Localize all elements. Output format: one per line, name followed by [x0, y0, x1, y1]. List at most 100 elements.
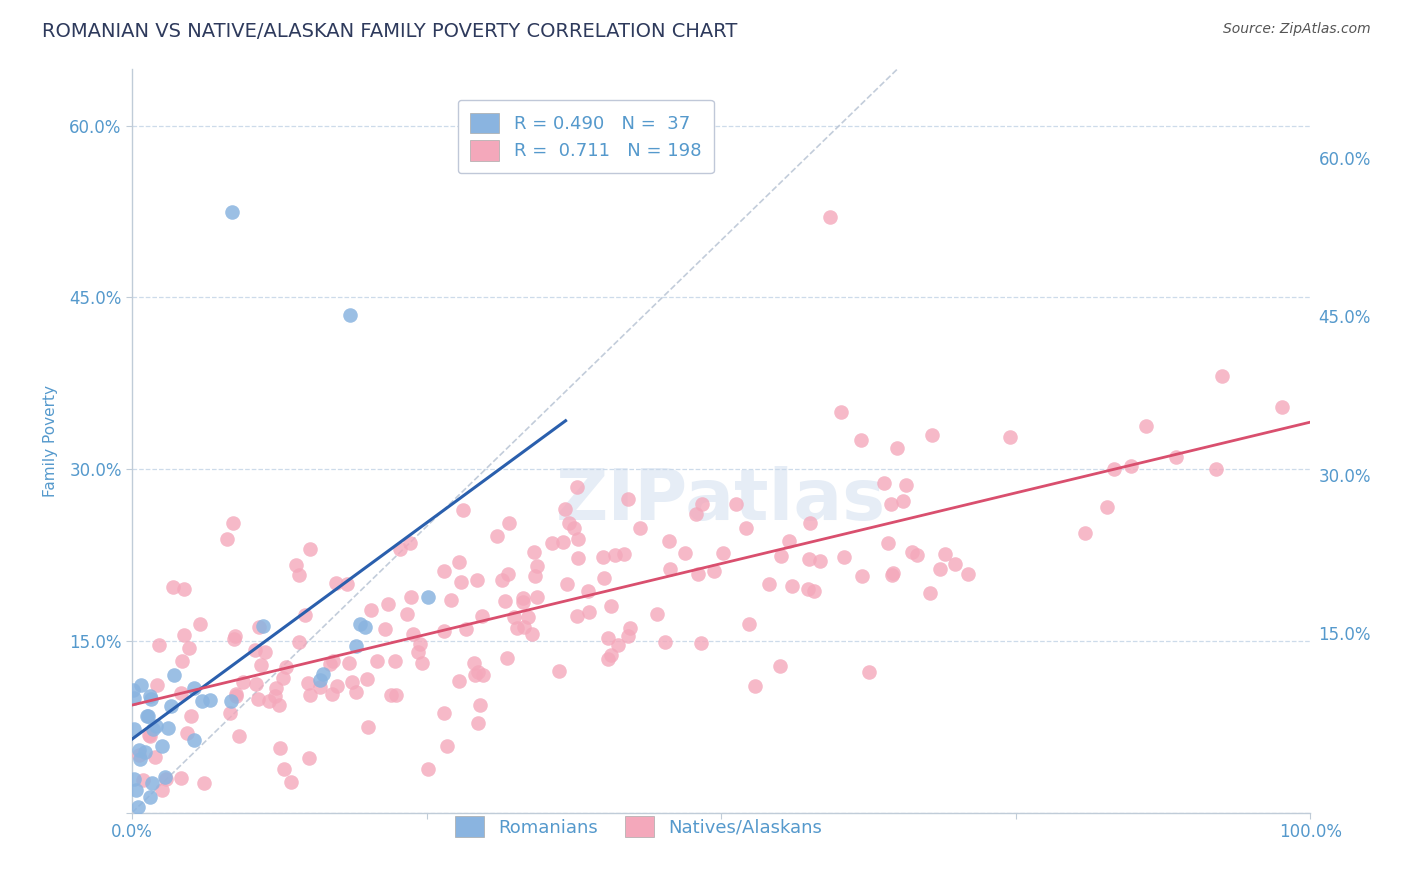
Point — [797, 552, 820, 566]
Point — [247, 692, 270, 706]
Point — [322, 654, 344, 668]
Point — [139, 689, 162, 703]
Point — [224, 629, 246, 643]
Point — [617, 629, 640, 643]
Point — [468, 698, 491, 712]
Point — [600, 599, 623, 613]
Point — [554, 501, 576, 516]
Point — [858, 665, 880, 680]
Point — [280, 775, 302, 789]
Point — [551, 535, 574, 549]
Point — [228, 729, 250, 743]
Point — [245, 677, 267, 691]
Point — [344, 639, 367, 653]
Text: Source: ZipAtlas.com: Source: ZipAtlas.com — [1223, 22, 1371, 37]
Point — [287, 635, 309, 649]
Point — [711, 546, 734, 560]
Point — [769, 549, 792, 564]
Point — [298, 751, 321, 765]
Point — [374, 622, 396, 636]
Point — [645, 607, 668, 622]
Point — [173, 628, 195, 642]
Point — [411, 657, 433, 671]
Point — [617, 491, 640, 506]
Point — [882, 567, 904, 582]
Point — [252, 619, 274, 633]
Point — [294, 608, 316, 623]
Point — [408, 637, 430, 651]
Point — [380, 688, 402, 702]
Point — [1164, 450, 1187, 465]
Point — [353, 620, 375, 634]
Point — [673, 546, 696, 560]
Point — [567, 480, 589, 494]
Point — [567, 551, 589, 566]
Point — [122, 683, 145, 698]
Point — [596, 631, 619, 645]
Point — [257, 694, 280, 708]
Point — [565, 609, 588, 624]
Point — [339, 308, 361, 322]
Point — [155, 770, 177, 784]
Point — [271, 671, 294, 685]
Point — [143, 749, 166, 764]
Point — [467, 665, 489, 679]
Point — [873, 476, 896, 491]
Point — [921, 428, 943, 442]
Point — [782, 579, 804, 593]
Point — [1095, 500, 1118, 514]
Point — [1121, 458, 1143, 473]
Point — [150, 739, 173, 754]
Point — [778, 534, 800, 549]
Point — [628, 520, 651, 534]
Point — [703, 564, 725, 578]
Point — [219, 706, 242, 720]
Point — [725, 497, 748, 511]
Point — [253, 645, 276, 659]
Point — [619, 621, 641, 635]
Point — [506, 621, 529, 635]
Point — [1271, 400, 1294, 414]
Point — [877, 535, 900, 549]
Text: 30.0%: 30.0% — [1319, 468, 1371, 486]
Point — [558, 516, 581, 530]
Point — [934, 547, 956, 561]
Point — [349, 616, 371, 631]
Point — [893, 494, 915, 508]
Point — [299, 689, 322, 703]
Point — [465, 573, 488, 587]
Text: 15.0%: 15.0% — [1319, 626, 1371, 644]
Point — [690, 636, 713, 650]
Point — [905, 549, 928, 563]
Point — [132, 772, 155, 787]
Point — [832, 549, 855, 564]
Point — [129, 752, 152, 766]
Point — [297, 675, 319, 690]
Point — [138, 728, 160, 742]
Point — [155, 772, 177, 787]
Point — [541, 536, 564, 550]
Point — [357, 720, 380, 734]
Point — [406, 645, 429, 659]
Point — [851, 569, 873, 583]
Point — [134, 745, 156, 759]
Text: ROMANIAN VS NATIVE/ALASKAN FAMILY POVERTY CORRELATION CHART: ROMANIAN VS NATIVE/ALASKAN FAMILY POVERT… — [42, 22, 738, 41]
Point — [592, 549, 614, 564]
Point — [356, 672, 378, 686]
Point — [496, 567, 519, 582]
Point — [503, 610, 526, 624]
Point — [336, 577, 359, 591]
Point — [264, 690, 287, 704]
Point — [366, 654, 388, 668]
Point — [593, 571, 616, 585]
Point — [512, 591, 534, 605]
Point — [517, 609, 540, 624]
Point — [148, 638, 170, 652]
Point — [456, 622, 478, 636]
Point — [491, 573, 513, 587]
Point — [127, 800, 149, 814]
Point — [128, 743, 150, 757]
Point — [136, 709, 159, 723]
Point — [183, 733, 205, 747]
Point — [956, 567, 979, 582]
